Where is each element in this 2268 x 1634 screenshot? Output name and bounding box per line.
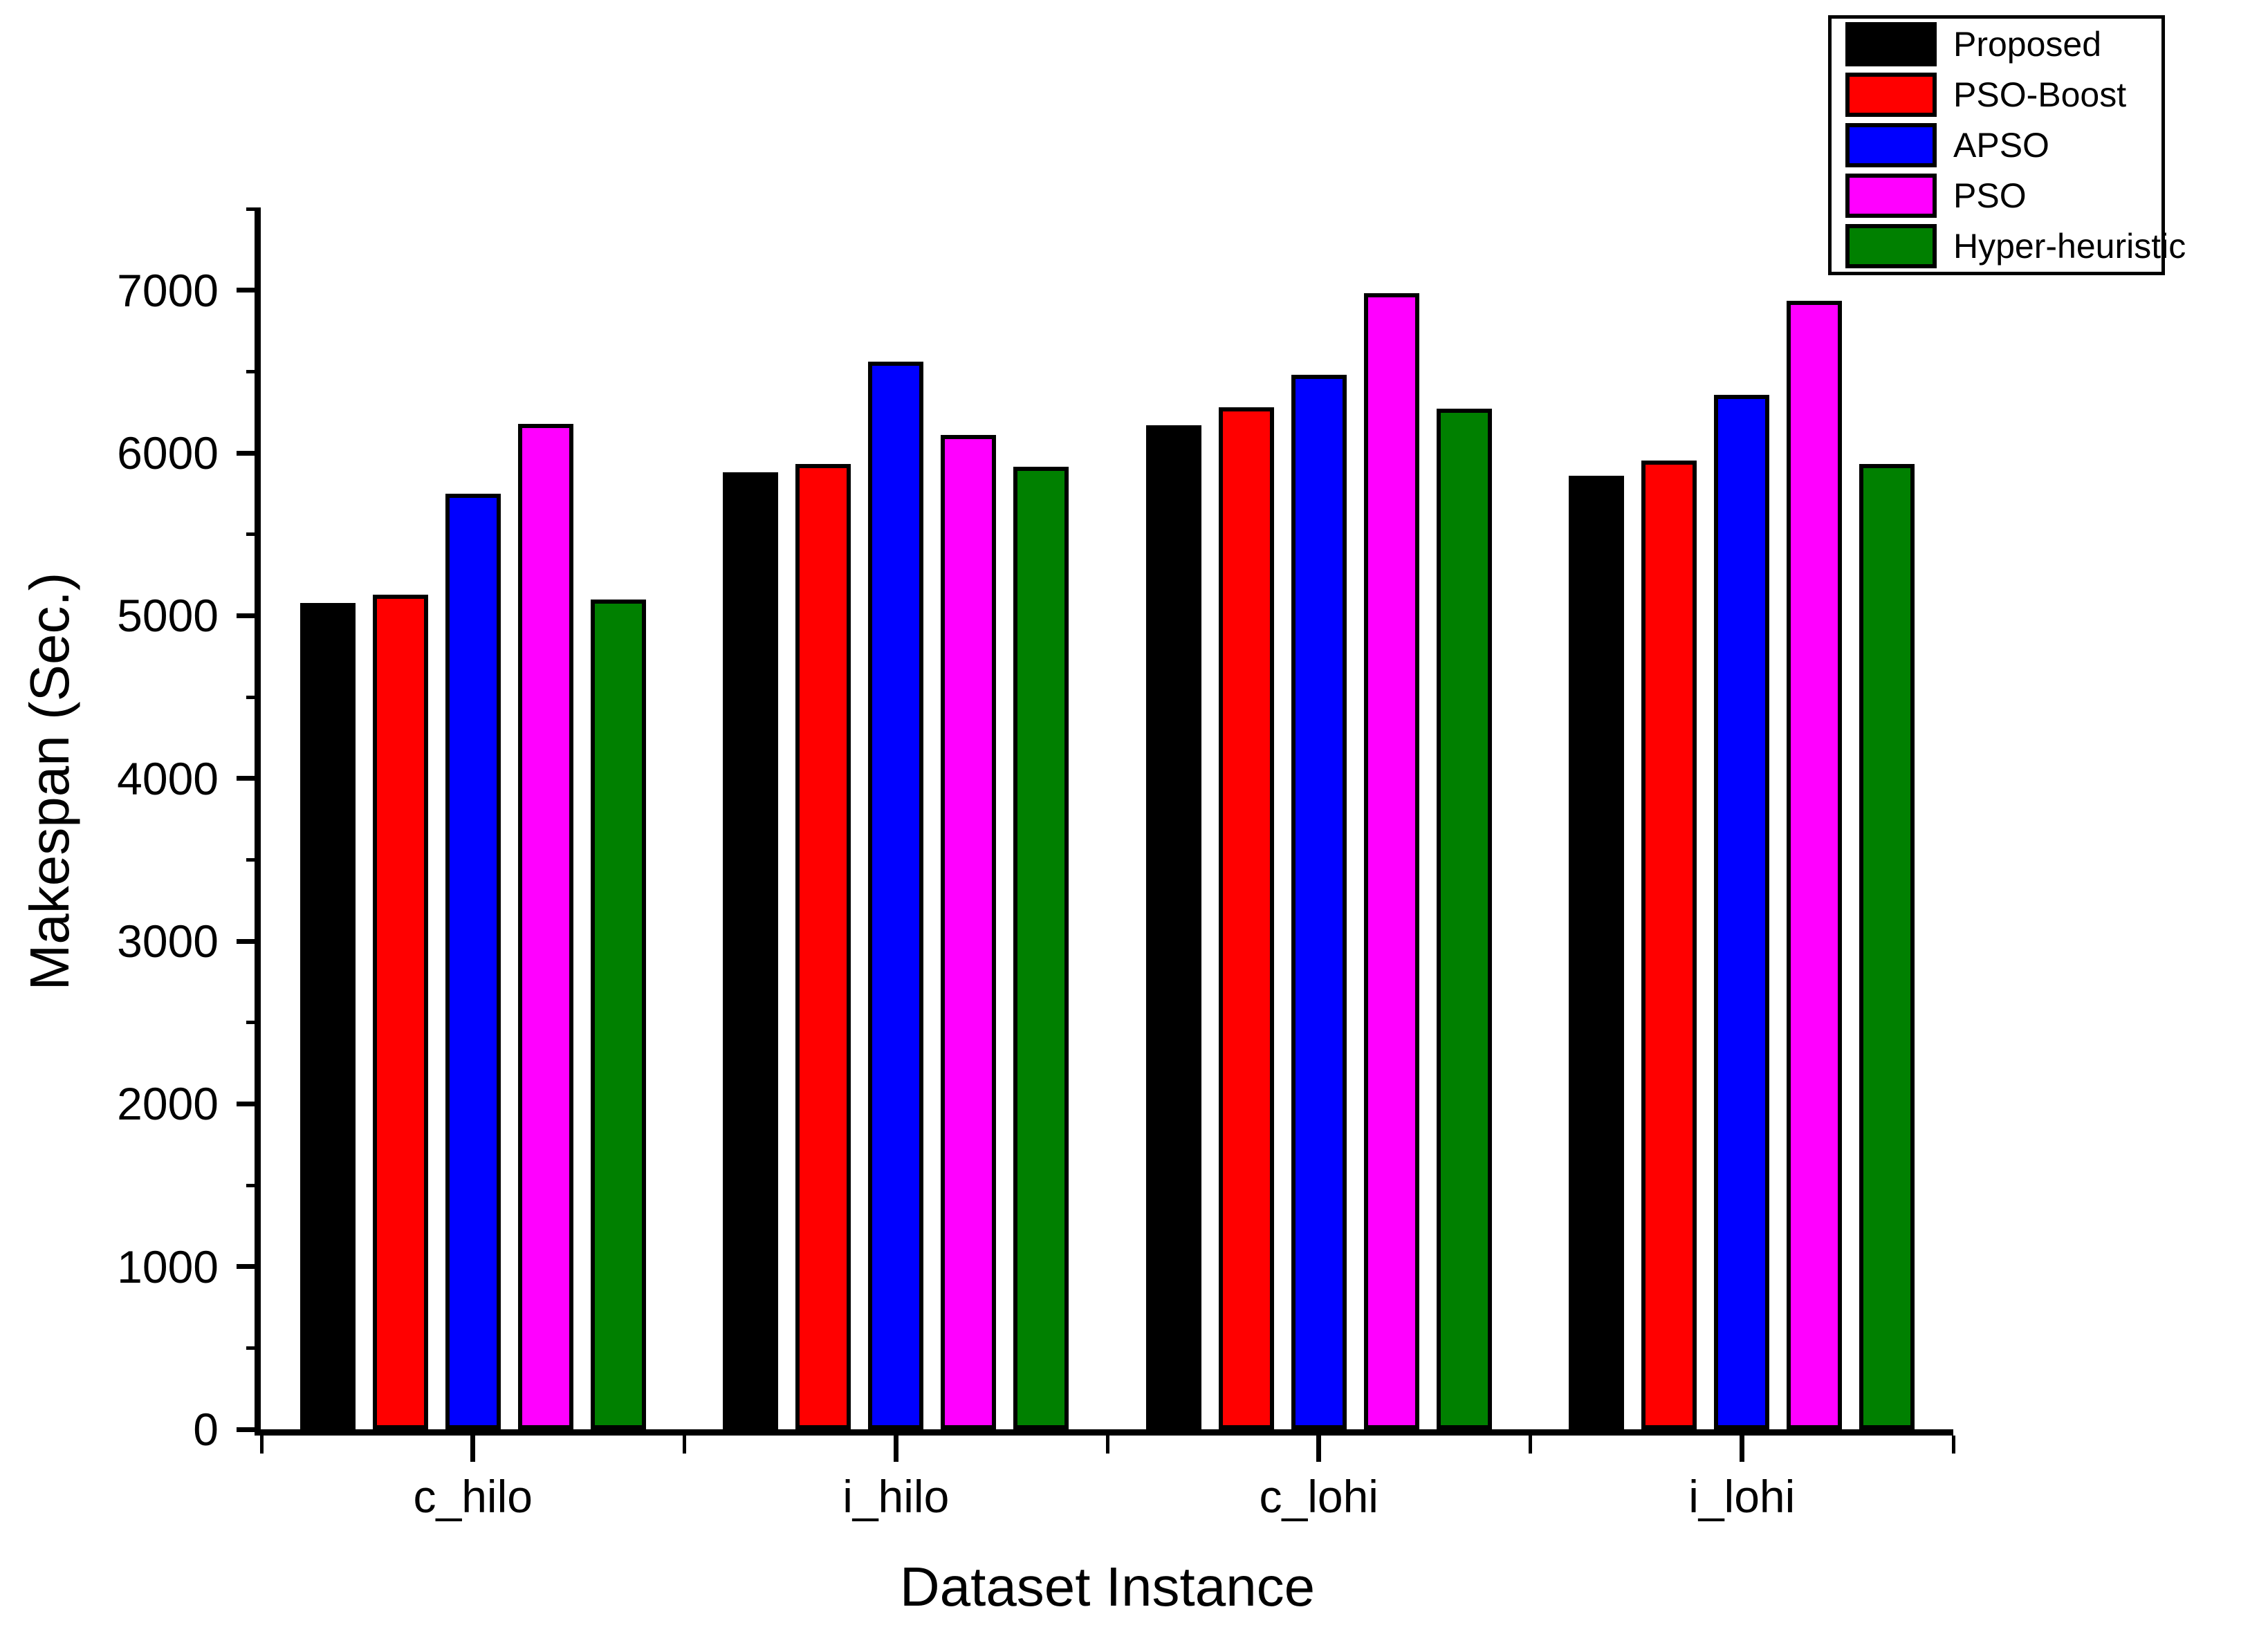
x-axis-title: Dataset Instance bbox=[899, 1556, 1316, 1617]
y-axis-line bbox=[255, 209, 261, 1436]
y-major-tick bbox=[237, 938, 261, 944]
y-tick-label: 3000 bbox=[117, 916, 219, 967]
y-minor-tick bbox=[246, 1346, 261, 1350]
y-major-tick bbox=[237, 288, 261, 293]
bar-apso-i_hilo bbox=[868, 362, 924, 1429]
y-minor-tick bbox=[246, 1021, 261, 1025]
bar-pso-boost-i_hilo bbox=[795, 464, 851, 1429]
x-major-tick bbox=[893, 1436, 898, 1462]
x-major-tick bbox=[1316, 1436, 1322, 1462]
legend-swatch-proposed bbox=[1845, 21, 1937, 66]
legend-item: PSO bbox=[1832, 171, 2161, 221]
bar-hyper-heuristic-c_lohi bbox=[1436, 409, 1492, 1429]
x-category-label: i_hilo bbox=[842, 1471, 950, 1522]
legend-item: Proposed bbox=[1832, 19, 2161, 69]
legend-swatch-pso-boost bbox=[1845, 72, 1937, 117]
y-tick-label: 4000 bbox=[117, 752, 219, 804]
bar-apso-i_lohi bbox=[1714, 395, 1770, 1429]
bar-proposed-c_hilo bbox=[299, 602, 356, 1429]
x-minor-tick bbox=[1951, 1436, 1955, 1454]
bar-pso-c_hilo bbox=[517, 423, 573, 1429]
y-major-tick bbox=[237, 776, 261, 781]
x-category-label: i_lohi bbox=[1688, 1471, 1796, 1522]
bar-proposed-i_hilo bbox=[723, 472, 779, 1429]
y-major-tick bbox=[237, 450, 261, 456]
legend-item: APSO bbox=[1832, 120, 2161, 170]
legend-swatch-pso bbox=[1845, 174, 1937, 219]
legend-label: PSO bbox=[1953, 176, 2027, 216]
y-tick-label: 7000 bbox=[117, 264, 219, 316]
bar-apso-c_hilo bbox=[445, 493, 501, 1429]
legend-swatch-apso bbox=[1845, 122, 1937, 167]
x-category-label: c_lohi bbox=[1259, 1471, 1379, 1522]
bar-hyper-heuristic-i_hilo bbox=[1013, 467, 1069, 1429]
y-minor-tick bbox=[246, 695, 261, 699]
x-minor-tick bbox=[683, 1436, 686, 1454]
y-tick-label: 1000 bbox=[117, 1241, 219, 1292]
legend-swatch-hyper-heuristic bbox=[1845, 224, 1937, 269]
y-tick-label: 0 bbox=[193, 1404, 219, 1455]
y-minor-tick bbox=[246, 857, 261, 862]
bar-pso-boost-c_hilo bbox=[372, 594, 428, 1429]
y-tick-label: 2000 bbox=[117, 1078, 219, 1130]
x-major-tick bbox=[470, 1436, 476, 1462]
x-minor-tick bbox=[1529, 1436, 1532, 1454]
legend-item: PSO-Boost bbox=[1832, 69, 2161, 120]
x-major-tick bbox=[1739, 1436, 1744, 1462]
legend-label: Proposed bbox=[1953, 24, 2102, 64]
y-axis-title: Makespan (Sec.) bbox=[19, 572, 80, 991]
x-minor-tick bbox=[259, 1436, 264, 1454]
legend-label: PSO-Boost bbox=[1953, 75, 2127, 114]
bar-pso-i_hilo bbox=[941, 435, 997, 1429]
bar-hyper-heuristic-c_hilo bbox=[590, 599, 646, 1429]
x-axis-line bbox=[255, 1429, 1953, 1436]
legend-label: APSO bbox=[1953, 125, 2049, 165]
bar-proposed-i_lohi bbox=[1569, 475, 1625, 1429]
y-minor-tick bbox=[246, 1183, 261, 1187]
y-tick-label: 5000 bbox=[117, 590, 219, 642]
y-minor-tick bbox=[246, 207, 261, 211]
y-major-tick bbox=[237, 613, 261, 618]
y-major-tick bbox=[237, 1427, 261, 1432]
y-minor-tick bbox=[246, 532, 261, 537]
y-minor-tick bbox=[246, 369, 261, 373]
legend-item: Hyper-heuristic bbox=[1832, 221, 2186, 272]
bar-proposed-c_lohi bbox=[1145, 425, 1201, 1429]
bar-pso-boost-c_lohi bbox=[1218, 407, 1274, 1429]
legend-label: Hyper-heuristic bbox=[1953, 227, 2186, 266]
bar-hyper-heuristic-i_lohi bbox=[1859, 464, 1915, 1429]
y-tick-label: 6000 bbox=[117, 427, 219, 479]
bar-pso-c_lohi bbox=[1363, 293, 1419, 1429]
x-minor-tick bbox=[1105, 1436, 1109, 1454]
bar-pso-boost-i_lohi bbox=[1641, 460, 1697, 1429]
y-major-tick bbox=[237, 1264, 261, 1270]
legend: Proposed PSO-Boost APSO PSO Hyper-heuristic bbox=[1828, 15, 2186, 275]
bar-pso-i_lohi bbox=[1787, 300, 1843, 1429]
bar-apso-c_lohi bbox=[1291, 375, 1347, 1429]
y-major-tick bbox=[237, 1101, 261, 1106]
x-category-label: c_hilo bbox=[413, 1471, 533, 1522]
